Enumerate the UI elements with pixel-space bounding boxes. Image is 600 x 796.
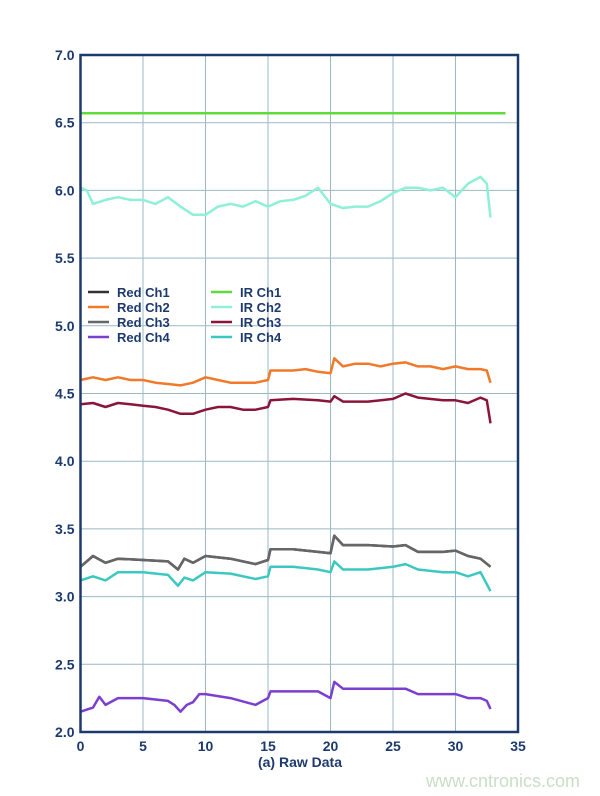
- plot-frame: [79, 53, 520, 734]
- x-tick-label: 10: [198, 738, 214, 754]
- legend-label: Red Ch4: [117, 330, 171, 345]
- legend-label: Red Ch1: [117, 285, 170, 300]
- x-tick-label: 35: [510, 738, 526, 754]
- legend-label: IR Ch4: [240, 330, 282, 345]
- legend-label: IR Ch3: [240, 315, 281, 330]
- y-tick-label: 5.5: [55, 250, 75, 266]
- series-line-red-ch2: [80, 357, 492, 387]
- y-tick-label: 4.5: [55, 386, 75, 402]
- y-tick-label: 3.5: [55, 521, 75, 537]
- grid: [80, 55, 518, 732]
- x-tick-label: 20: [323, 738, 339, 754]
- y-tick-label: 4.0: [55, 453, 75, 469]
- series-line-ir-ch3: [80, 392, 492, 424]
- series-line-ir-ch4: [80, 560, 492, 592]
- y-tick-label: 2.0: [55, 724, 75, 740]
- watermark: www.cntronics.com: [425, 771, 580, 791]
- y-tick-label: 2.5: [55, 656, 75, 672]
- x-axis-label: (a) Raw Data: [258, 754, 342, 770]
- series-lines: [79, 111, 506, 713]
- series-line-red-ch4: [80, 680, 492, 713]
- legend-label: IR Ch2: [240, 300, 281, 315]
- legend-label: Red Ch2: [117, 300, 170, 315]
- axes: 0 5 10 15 20 25 30 35 2.0 2.5 3.0 3.5 4.0 4.5 5.0 5.5 6.…: [55, 47, 526, 754]
- x-tick-label: 15: [260, 738, 276, 754]
- legend-label: IR Ch1: [240, 285, 281, 300]
- x-tick-label: 5: [139, 738, 147, 754]
- series-line-red-ch3: [79, 534, 492, 571]
- y-tick-label: 7.0: [55, 47, 75, 63]
- y-tick-label: 6.0: [55, 182, 75, 198]
- y-tick-label: 5.0: [55, 318, 75, 334]
- x-tick-label: 0: [77, 738, 85, 754]
- y-tick-label: 3.0: [55, 589, 75, 605]
- y-tick-label: 6.5: [55, 115, 75, 131]
- x-tick-label: 25: [385, 738, 401, 754]
- legend-label: Red Ch3: [117, 315, 170, 330]
- series-line-ir-ch2: [80, 175, 492, 218]
- x-tick-label: 30: [448, 738, 464, 754]
